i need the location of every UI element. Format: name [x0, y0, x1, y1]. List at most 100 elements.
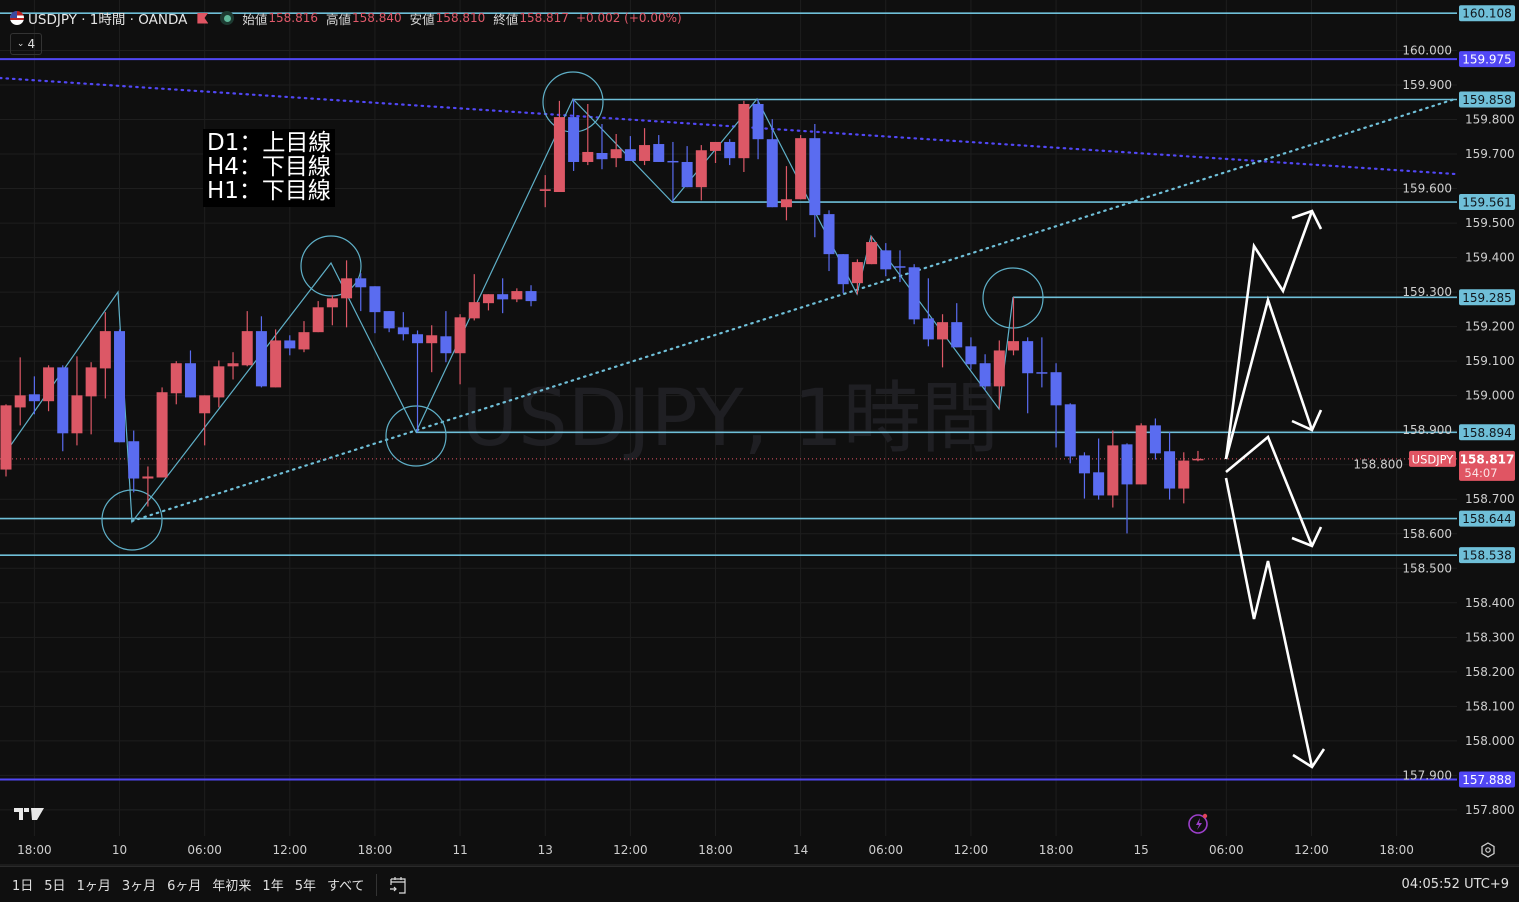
market-status-dot-icon[interactable]: [220, 11, 235, 25]
axis-settings-button[interactable]: [1481, 842, 1495, 858]
candle-up: [99, 331, 111, 369]
candle-up: [43, 367, 55, 402]
time-axis[interactable]: 18:00 10 06:00 12:00 18:00 11 13 12:00 18:00 14 06…: [0, 843, 1519, 866]
time-tick-label: 18:00: [698, 843, 733, 857]
red-flag-icon[interactable]: [197, 12, 209, 24]
tradingview-logo[interactable]: [14, 808, 44, 820]
price-tick-label: 157.900: [1402, 768, 1452, 782]
candle-down: [752, 103, 764, 140]
candle-down: [1164, 451, 1176, 489]
candle-up: [1135, 425, 1147, 485]
grid: [0, 0, 1457, 836]
price-tick-label: 157.800: [1465, 803, 1515, 817]
price-tick-label: 159.200: [1465, 320, 1515, 334]
high-value: 158.840: [352, 11, 402, 25]
range-3m-button[interactable]: 3ヶ月: [121, 879, 157, 894]
range-ytd-button[interactable]: 年初来: [212, 879, 252, 894]
price-level-label: 160.108: [1462, 7, 1512, 21]
candle-up: [695, 150, 707, 188]
forecast-arrow[interactable]: [1224, 477, 1314, 768]
symbol-title[interactable]: USDJPY · 1時間 · OANDA: [28, 12, 188, 28]
clock-timezone[interactable]: 04:05:52 UTC+9: [1401, 877, 1509, 892]
range-1m-button[interactable]: 1ヶ月: [76, 879, 111, 894]
price-tick-label: 159.500: [1465, 216, 1515, 230]
dotted-uptrend-line[interactable]: [130, 97, 1457, 523]
range-5y-button[interactable]: 5年: [294, 879, 316, 894]
candle-up: [482, 294, 494, 304]
lightning-alert-button[interactable]: [1188, 813, 1208, 834]
tradingview-logo-icon: [14, 808, 44, 820]
price-level-label-box: [1459, 51, 1515, 68]
price-level-label: 158.538: [1462, 549, 1512, 563]
settings-icon: [1481, 842, 1495, 858]
bias-note[interactable]: D1：上目線 H4：下目線 H1：下目線: [203, 129, 335, 207]
time-tick-label: 18:00: [358, 843, 393, 857]
price-labels: 160.108 159.975 159.858 159.561 159.285 158.8…: [1409, 5, 1515, 788]
candle-up: [468, 302, 480, 319]
price-level-label: 159.858: [1462, 93, 1512, 107]
price-level-label: 159.975: [1462, 53, 1512, 67]
goto-date-icon[interactable]: [387, 874, 409, 896]
swing-point-circle[interactable]: [300, 235, 362, 297]
price-tick-label: 158.100: [1465, 699, 1515, 713]
candle-up: [14, 395, 26, 408]
forecast-arrow[interactable]: [1224, 295, 1314, 460]
arrowhead-icon: [1292, 748, 1326, 769]
time-tick-label: 12:00: [273, 843, 308, 857]
range-all-button[interactable]: すべて: [326, 879, 365, 894]
candle-down: [951, 322, 963, 348]
candle-down: [1121, 444, 1133, 485]
price-level-label: 159.561: [1462, 196, 1512, 210]
candle-down: [653, 144, 665, 162]
range-1d-button[interactable]: 1日: [12, 879, 34, 894]
range-6m-button[interactable]: 6ヶ月: [167, 879, 202, 894]
candle-up: [1007, 341, 1019, 351]
indicator-count: 4: [27, 37, 36, 51]
drawings[interactable]: [0, 71, 1457, 551]
swing-point-circle[interactable]: [101, 489, 163, 551]
price-tick-label: 158.700: [1465, 492, 1515, 506]
candle-up: [610, 149, 622, 159]
range-1y-button[interactable]: 1年: [262, 879, 284, 894]
candle-up: [738, 103, 750, 159]
price-tick-label: 158.200: [1465, 665, 1515, 679]
symbol-header: USDJPY · 1時間 · OANDA 始値 158.816 高値 158.840…: [10, 8, 682, 28]
time-tick-label: 12:00: [613, 843, 648, 857]
swing-point-circle[interactable]: [385, 405, 447, 467]
candle-down: [624, 149, 636, 161]
candle-up: [866, 242, 878, 265]
price-tick-label: 158.400: [1465, 596, 1515, 610]
forecast-arrow[interactable]: [1224, 210, 1314, 460]
candle-down: [284, 340, 296, 349]
candle-down: [766, 139, 778, 208]
lightning-icon: [1188, 814, 1208, 834]
price-tick-label: 158.000: [1465, 734, 1515, 748]
candle-up: [0, 405, 12, 470]
indicators-toggle-button[interactable]: ⌄ 4: [10, 33, 42, 55]
us-flag-icon: [10, 11, 24, 25]
time-tick-label: 12:00: [1294, 843, 1329, 857]
divider: [375, 873, 377, 896]
price-chart[interactable]: USDJPY, 1時間 160.000 159.900 159.800 159.700…: [0, 0, 1519, 866]
price-axis[interactable]: 160.000 159.900 159.800 159.700 159.600 159.5…: [1353, 43, 1514, 816]
candle-up: [312, 307, 324, 333]
symbol-watermark: USDJPY, 1時間: [461, 374, 999, 464]
forecast-arrows[interactable]: [1224, 209, 1326, 769]
candle-up: [582, 151, 594, 162]
horizontal-lines[interactable]: [0, 12, 1457, 781]
candle-down: [965, 346, 977, 365]
settings-center-icon: [1485, 847, 1491, 853]
range-5d-button[interactable]: 5日: [44, 879, 66, 894]
notification-dot-icon: [1202, 813, 1208, 819]
dotted-downtrend-line[interactable]: [0, 76, 1457, 176]
forecast-arrow[interactable]: [1225, 434, 1314, 547]
price-tick-label: 159.600: [1402, 182, 1452, 196]
candle-down: [383, 311, 395, 329]
price-tick-label: 158.900: [1402, 423, 1452, 437]
time-tick-label: 06:00: [187, 843, 222, 857]
zigzag-line[interactable]: [5, 97, 1014, 524]
note-line: D1：上目線: [207, 130, 332, 156]
candle-up: [795, 138, 807, 200]
close-label: 終値: [493, 11, 519, 27]
candle-down: [525, 291, 537, 302]
